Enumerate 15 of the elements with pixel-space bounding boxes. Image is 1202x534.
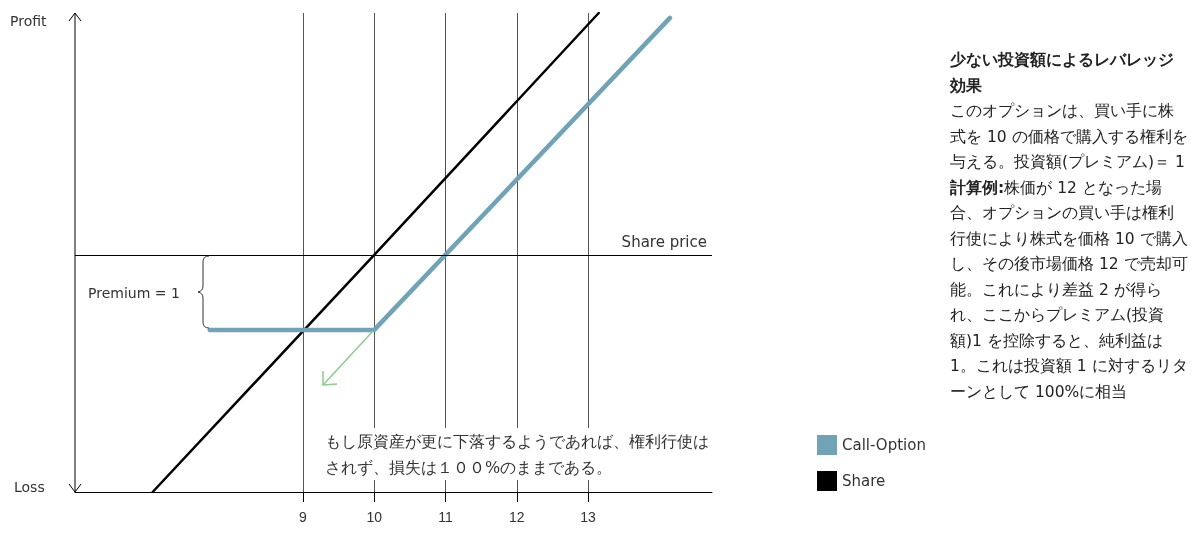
text: このオプションは、買い手に株式を 10 の価格で購入する権利を与える。投資額(プレミアム)＝ 1 bbox=[950, 101, 1188, 173]
x-tick-label: 13 bbox=[580, 509, 597, 525]
legend-label: Call-Option bbox=[842, 436, 926, 454]
annotation: もし原資産が更に下落するようであれば、権利行使はされず、損失は１００%のままである。 bbox=[325, 431, 709, 477]
ref-line-label: Share price bbox=[621, 233, 707, 252]
x-tick-label: 12 bbox=[508, 509, 525, 525]
x-tick-label: 9 bbox=[299, 509, 308, 525]
text: 少ない投資額によるレバレッジ効果 bbox=[950, 50, 1175, 97]
x-tick-label: 10 bbox=[366, 509, 383, 525]
text: 計算例: bbox=[950, 178, 1005, 197]
text: Loss bbox=[14, 479, 45, 495]
text: Profit bbox=[10, 13, 48, 29]
x-tick-label: 11 bbox=[438, 509, 453, 525]
annotation: Premium = 1 bbox=[88, 285, 180, 301]
legend-label: Share bbox=[842, 472, 886, 490]
